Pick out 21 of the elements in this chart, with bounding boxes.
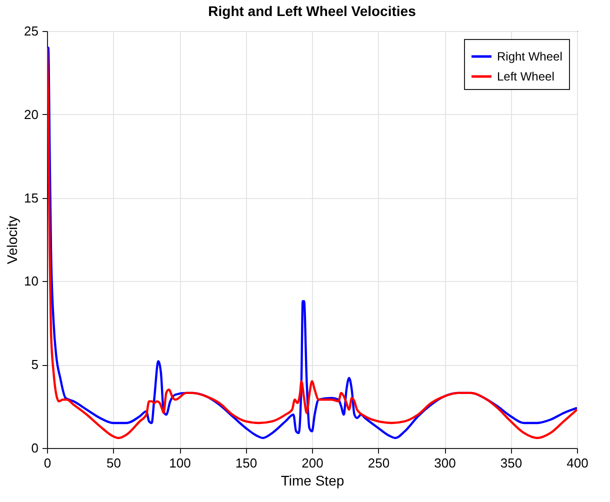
y-tick-label: 25 (24, 24, 38, 38)
y-tick-label: 0 (31, 440, 38, 456)
legend-label: Left Wheel (497, 70, 554, 84)
x-tick-label: 150 (235, 456, 258, 470)
y-tick-label: 5 (31, 357, 38, 372)
y-tick-label: 20 (24, 106, 38, 122)
x-tick-label: 0 (44, 456, 52, 470)
legend-label: Right Wheel (497, 50, 562, 64)
x-tick-label: 50 (106, 456, 121, 470)
chart-title: Right and Left Wheel Velocities (208, 3, 416, 19)
x-axis-title: Time Step (280, 472, 344, 488)
line-series (47, 46, 577, 440)
x-tick-label: 250 (368, 456, 390, 470)
x-tick-label: 300 (434, 456, 456, 470)
x-tick-label: 100 (169, 456, 191, 470)
x-tick-label: 350 (500, 456, 522, 470)
y-axis-title: Velocity (4, 216, 20, 264)
y-tick-label: 10 (24, 274, 38, 289)
x-tick-label: 200 (302, 456, 324, 470)
y-tick-label: 15 (24, 190, 38, 206)
x-tick-label: 400 (566, 456, 588, 470)
